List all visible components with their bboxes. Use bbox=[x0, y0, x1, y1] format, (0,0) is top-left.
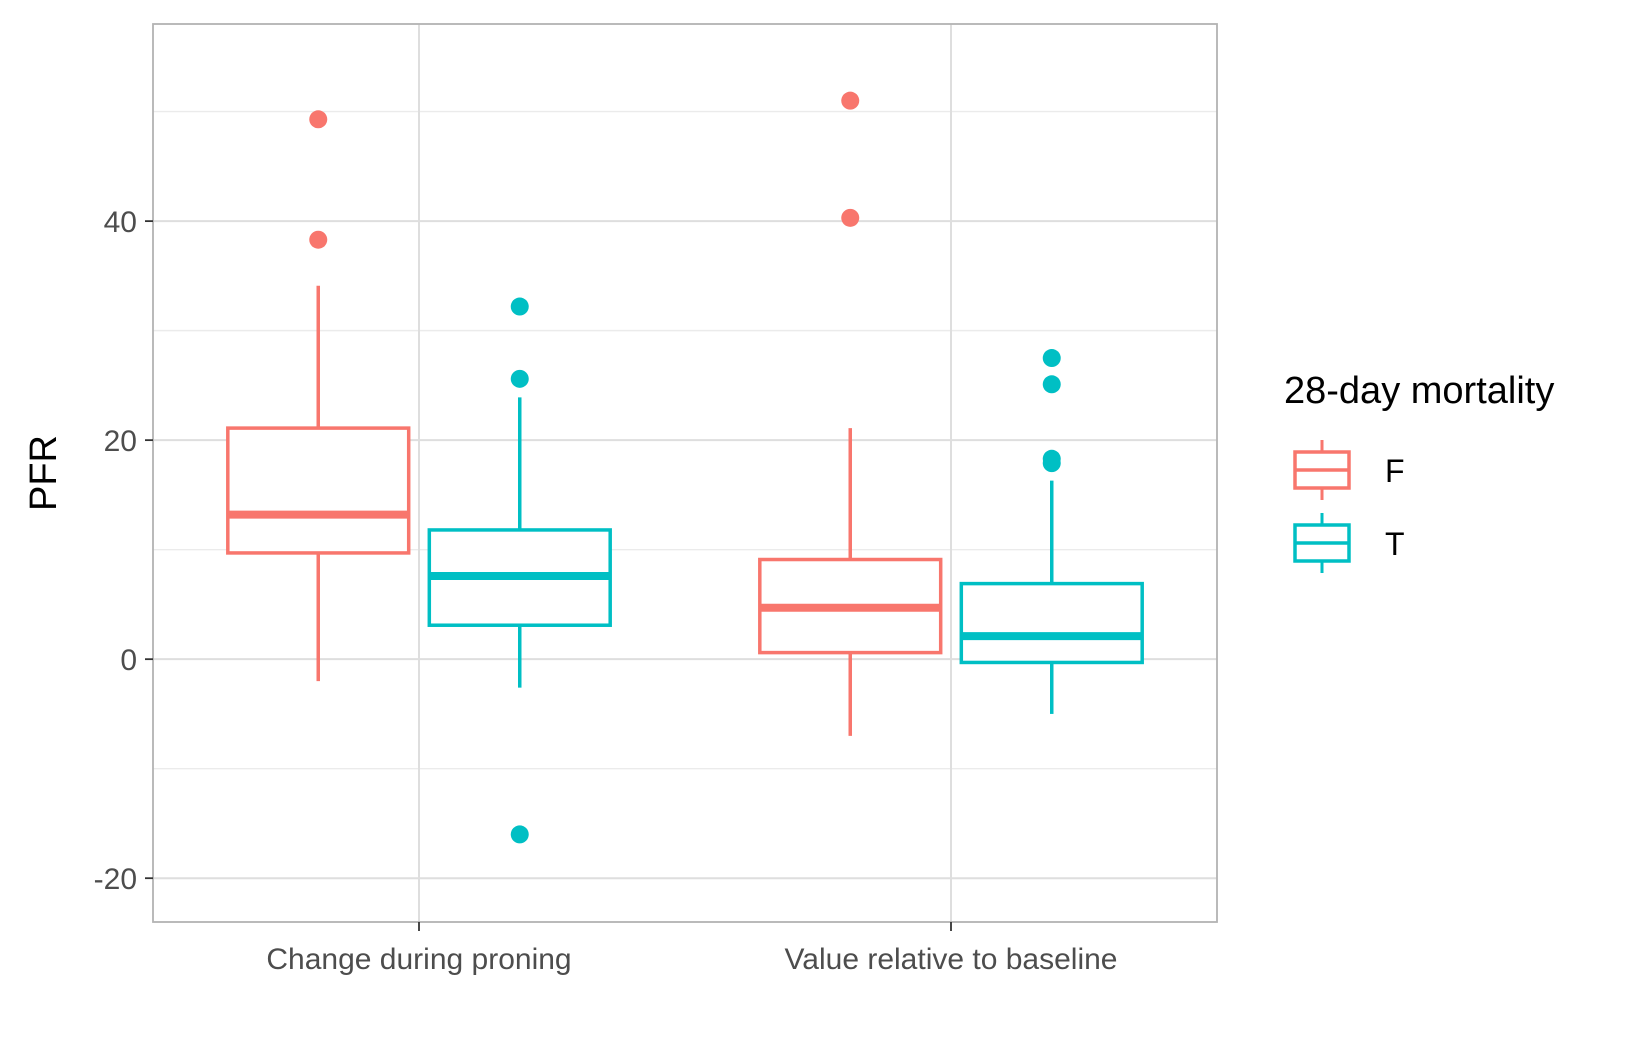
x-tick-label: Value relative to baseline bbox=[785, 943, 1118, 976]
legend-key-T bbox=[1293, 513, 1351, 573]
box-F-1 bbox=[758, 91, 943, 736]
outlier-point bbox=[309, 230, 328, 249]
box-T-1 bbox=[959, 349, 1144, 714]
legend-label: F bbox=[1385, 453, 1405, 489]
y-tick-label: 0 bbox=[120, 644, 137, 677]
legend-title: 28-day mortality bbox=[1284, 370, 1554, 412]
y-tick-label: 20 bbox=[104, 425, 137, 458]
outlier-point bbox=[1042, 375, 1061, 394]
outlier-point bbox=[841, 208, 860, 227]
y-tick-label: -20 bbox=[94, 863, 137, 896]
legend-key-F bbox=[1293, 440, 1351, 500]
outlier-point bbox=[841, 91, 860, 110]
box-body bbox=[226, 426, 411, 555]
box-F-0 bbox=[226, 110, 411, 682]
outlier-point bbox=[1042, 349, 1061, 368]
box-marks bbox=[226, 91, 1144, 844]
axes: -20 0 20 40 Change during proning Value relat… bbox=[94, 206, 1118, 976]
y-axis-title: PFR bbox=[23, 435, 65, 511]
outlier-point bbox=[510, 825, 529, 844]
gridlines bbox=[153, 24, 1217, 922]
y-tick-label: 40 bbox=[104, 206, 137, 239]
outlier-point bbox=[309, 110, 328, 129]
legend-label: T bbox=[1385, 526, 1405, 562]
legend: 28-day mortality F T bbox=[1284, 370, 1554, 573]
box-T-0 bbox=[427, 297, 612, 844]
x-tick-label: Change during proning bbox=[266, 943, 571, 976]
outlier-point bbox=[1042, 449, 1061, 468]
outlier-point bbox=[510, 369, 529, 388]
plot-border bbox=[152, 23, 1218, 923]
outlier-point bbox=[510, 297, 529, 316]
box-body bbox=[959, 581, 1144, 665]
